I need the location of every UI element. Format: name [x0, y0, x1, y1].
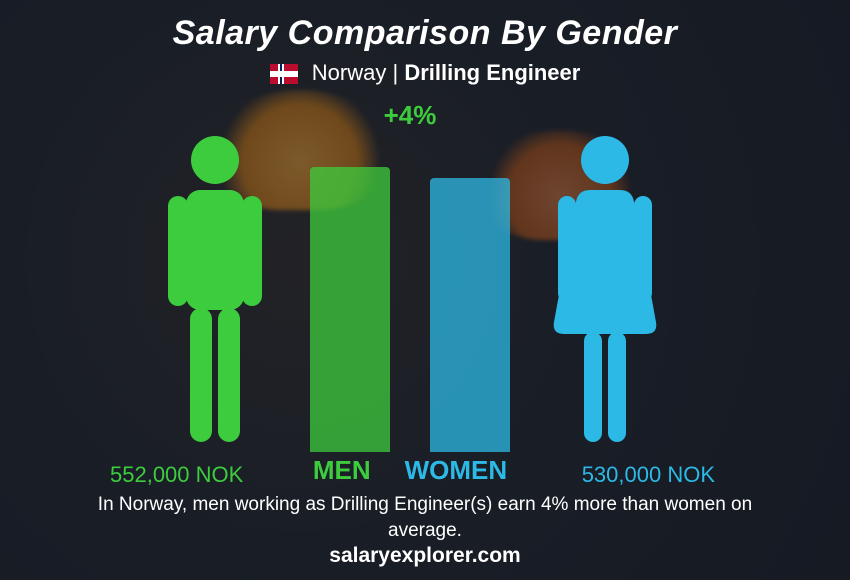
women-label: WOMEN: [405, 455, 508, 486]
subtitle: Norway | Drilling Engineer: [0, 60, 850, 86]
male-figure-icon: [160, 132, 270, 452]
delta-label: +4%: [0, 100, 820, 131]
norway-flag-icon: [270, 64, 298, 84]
women-bar: [430, 178, 510, 452]
page-title: Salary Comparison By Gender: [0, 14, 850, 53]
gender-salary-chart: +4%: [0, 110, 820, 500]
country-label: Norway: [312, 60, 387, 85]
infographic-canvas: Salary Comparison By Gender Norway | Dri…: [0, 0, 850, 580]
separator: |: [386, 60, 404, 85]
description: In Norway, men working as Drilling Engin…: [80, 492, 770, 543]
men-bar: [310, 167, 390, 452]
female-figure-icon: [550, 132, 660, 452]
job-label: Drilling Engineer: [404, 60, 580, 85]
men-label: MEN: [313, 455, 371, 486]
category-labels: MEN WOMEN: [0, 455, 820, 486]
brand-label: salaryexplorer.com: [0, 544, 850, 568]
chart-columns: [160, 132, 660, 452]
